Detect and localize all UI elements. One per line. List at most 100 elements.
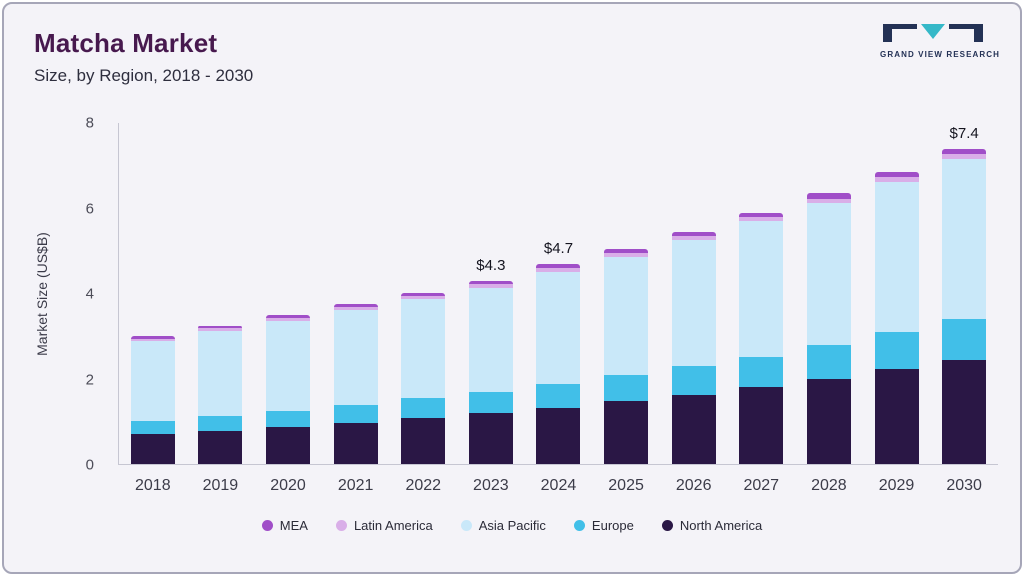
- bar-segment-asia-pacific: [806, 202, 851, 345]
- legend-label: North America: [679, 518, 763, 533]
- x-tick-label: 2025: [608, 477, 644, 494]
- legend-item-north-america: North America: [661, 518, 763, 533]
- bar-segment-europe: [604, 374, 649, 402]
- bar-segment-north-america: [739, 387, 784, 464]
- legend: MEA Latin America Asia Pacific Europe North …: [4, 518, 1020, 533]
- page-subtitle: Size, by Region, 2018 - 2030: [34, 66, 254, 85]
- legend-label: Latin America: [353, 518, 433, 533]
- bar-segment-latin-america: [604, 253, 649, 257]
- x-tick-label: 2024: [540, 477, 577, 494]
- plot-area: 2018 2019 2020 2021 2022 $4.3 2023 $4.7 2024 2025…: [118, 123, 998, 494]
- legend-swatch: [573, 520, 585, 531]
- bar-stack: [671, 231, 716, 464]
- legend-swatch: [335, 520, 347, 531]
- bar-segment-latin-america: [198, 328, 243, 332]
- bar-column-2020: 2020: [254, 123, 322, 494]
- bar-segment-mea: [468, 280, 513, 285]
- y-tick-label: 4: [85, 285, 94, 303]
- bar-stack: [536, 263, 581, 464]
- bar-column-2029: 2029: [863, 123, 931, 494]
- x-tick-label: 2026: [675, 477, 712, 494]
- y-tick-label: 6: [85, 200, 94, 217]
- bar-column-2028: 2028: [795, 123, 863, 494]
- x-tick-label: 2020: [270, 477, 306, 494]
- brand-logo-text: GRAND VIEW RESEARCH: [880, 50, 1001, 59]
- bar-segment-latin-america: [130, 338, 175, 342]
- bar-segment-latin-america: [536, 267, 581, 272]
- y-tick-label: 0: [85, 456, 94, 474]
- bar-segment-north-america: [468, 412, 513, 464]
- x-tick-label: 2030: [946, 477, 982, 494]
- bar-value-label: $7.4: [949, 124, 979, 142]
- legend-swatch: [261, 520, 273, 531]
- bar-segment-asia-pacific: [536, 271, 581, 385]
- bar-stack: [874, 172, 919, 464]
- x-tick-label: 2021: [337, 477, 374, 494]
- bar-stack: [130, 336, 175, 464]
- bar-segment-latin-america: [874, 177, 919, 182]
- x-tick-label: 2018: [135, 477, 171, 494]
- bar-segment-europe: [671, 365, 716, 395]
- bar-segment-mea: [130, 336, 175, 339]
- bar-segment-europe: [130, 421, 175, 435]
- bar-column-2027: 2027: [727, 123, 795, 494]
- bar-column-2026: 2026: [660, 123, 728, 494]
- bar-segment-asia-pacific: [333, 310, 378, 405]
- bar-segment-mea: [198, 325, 243, 329]
- bar-segment-europe: [266, 410, 311, 427]
- x-tick-label: 2027: [743, 477, 780, 494]
- bar-segment-mea: [333, 303, 378, 308]
- bar-segment-asia-pacific: [671, 240, 716, 366]
- bar-segment-mea: [942, 148, 987, 155]
- legend-item-latin-america: Latin America: [335, 518, 433, 533]
- bar-stack: [806, 193, 851, 464]
- bar-segment-north-america: [401, 417, 446, 464]
- bar-segment-europe: [401, 398, 446, 418]
- bar-segment-europe: [806, 344, 851, 379]
- legend-label: Europe: [591, 518, 634, 533]
- bar-stack: [198, 325, 243, 464]
- y-axis-title: Market Size (US$B): [34, 232, 50, 356]
- bar-segment-latin-america: [671, 236, 716, 241]
- bar-stack: [942, 148, 987, 464]
- bar-segment-mea: [874, 172, 919, 178]
- legend-item-asia-pacific: Asia Pacific: [460, 518, 546, 533]
- bar-stack: [468, 280, 513, 464]
- chart: Market Size (US$B) 0 2 4 6 8 2018 2019 2020 202…: [34, 115, 998, 494]
- bar-column-2024: $4.7 2024: [525, 123, 593, 494]
- legend-swatch: [460, 520, 472, 531]
- bar-stack: [401, 292, 446, 464]
- bar-segment-asia-pacific: [266, 320, 311, 411]
- x-tick-label: 2019: [202, 477, 239, 494]
- bar-segment-north-america: [874, 369, 919, 464]
- bar-segment-asia-pacific: [604, 256, 649, 375]
- legend-item-europe: Europe: [573, 518, 634, 533]
- bar-segment-europe: [739, 356, 784, 388]
- legend-item-mea: MEA: [261, 518, 308, 533]
- bar-segment-latin-america: [806, 198, 851, 203]
- bar-segment-mea: [401, 292, 446, 297]
- bar-stack: [604, 248, 649, 464]
- bar-segment-north-america: [604, 401, 649, 464]
- bar-segment-europe: [874, 331, 919, 370]
- bar-segment-latin-america: [739, 217, 784, 222]
- bar-segment-north-america: [942, 359, 987, 464]
- bar-segment-north-america: [806, 378, 851, 464]
- grand-view-research-icon: [883, 24, 983, 42]
- x-tick-label: 2022: [405, 477, 442, 494]
- bar-segment-asia-pacific: [739, 221, 784, 357]
- bar-segment-asia-pacific: [874, 181, 919, 332]
- legend-swatch: [661, 520, 673, 531]
- bar-segment-north-america: [198, 430, 243, 464]
- bar-segment-europe: [942, 319, 987, 360]
- bar-segment-latin-america: [401, 296, 446, 300]
- bar-value-label: $4.7: [543, 239, 574, 257]
- bar-column-2025: 2025: [592, 123, 660, 494]
- y-tick-label: 2: [85, 371, 94, 388]
- bar-segment-europe: [468, 391, 513, 413]
- bar-segment-north-america: [130, 434, 175, 464]
- bar-segment-north-america: [536, 407, 581, 464]
- bar-segment-mea: [806, 193, 851, 199]
- bar-segment-asia-pacific: [130, 341, 175, 422]
